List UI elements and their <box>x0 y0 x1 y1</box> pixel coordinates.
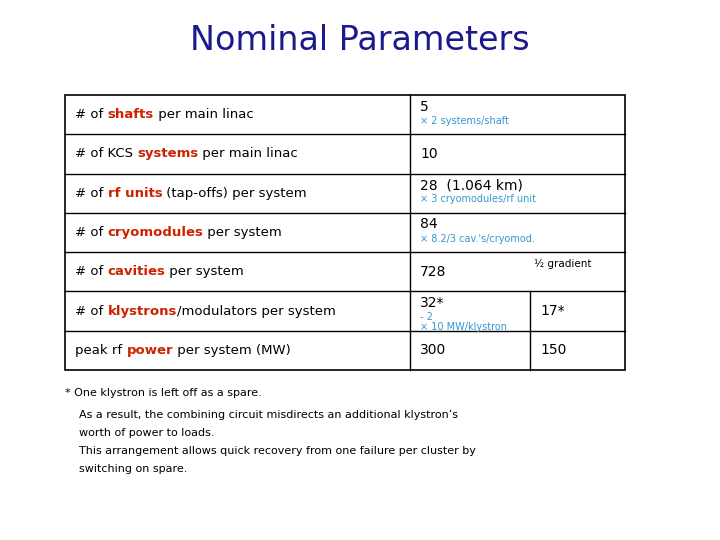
Text: ½ gradient: ½ gradient <box>534 259 592 269</box>
Text: per system (MW): per system (MW) <box>173 344 291 357</box>
Bar <box>65 95 625 370</box>
Text: rf units: rf units <box>107 187 162 200</box>
Text: 32*: 32* <box>420 296 444 310</box>
Text: Nominal Parameters: Nominal Parameters <box>190 24 530 57</box>
Text: 84: 84 <box>420 218 438 232</box>
Text: shafts: shafts <box>107 108 154 121</box>
Text: systems: systems <box>138 147 199 160</box>
Text: (tap-offs) per system: (tap-offs) per system <box>162 187 307 200</box>
Text: per main linac: per main linac <box>199 147 298 160</box>
Text: × 8.2/3 cav.'s/cryomod.: × 8.2/3 cav.'s/cryomod. <box>420 233 535 244</box>
Text: 150: 150 <box>540 343 567 357</box>
Text: cryomodules: cryomodules <box>107 226 203 239</box>
Text: * One klystron is left off as a spare.: * One klystron is left off as a spare. <box>65 388 262 398</box>
Text: 28  (1.064 km): 28 (1.064 km) <box>420 178 523 192</box>
Text: 17*: 17* <box>540 304 564 318</box>
Text: cavities: cavities <box>107 265 166 278</box>
Text: - 2: - 2 <box>420 312 433 322</box>
Text: 10: 10 <box>420 147 438 161</box>
Text: worth of power to loads.: worth of power to loads. <box>79 428 215 438</box>
Text: # of: # of <box>75 187 107 200</box>
Text: 5: 5 <box>420 100 428 113</box>
Text: switching on spare.: switching on spare. <box>79 464 187 474</box>
Text: 300: 300 <box>420 343 446 357</box>
Text: /modulators per system: /modulators per system <box>177 305 336 318</box>
Text: × 2 systems/shaft: × 2 systems/shaft <box>420 116 509 126</box>
Text: # of: # of <box>75 108 107 121</box>
Text: power: power <box>127 344 173 357</box>
Text: # of: # of <box>75 265 107 278</box>
Text: # of: # of <box>75 226 107 239</box>
Text: × 10 MW/klystron: × 10 MW/klystron <box>420 322 507 332</box>
Text: # of: # of <box>75 305 107 318</box>
Text: As a result, the combining circuit misdirects an additional klystron’s: As a result, the combining circuit misdi… <box>79 410 458 420</box>
Text: peak rf: peak rf <box>75 344 127 357</box>
Text: per system: per system <box>203 226 282 239</box>
Text: per main linac: per main linac <box>154 108 253 121</box>
Text: # of KCS: # of KCS <box>75 147 138 160</box>
Text: per system: per system <box>166 265 244 278</box>
Text: × 3 cryomodules/rf unit: × 3 cryomodules/rf unit <box>420 194 536 204</box>
Text: 728: 728 <box>420 265 446 279</box>
Text: klystrons: klystrons <box>107 305 177 318</box>
Text: This arrangement allows quick recovery from one failure per cluster by: This arrangement allows quick recovery f… <box>79 446 476 456</box>
